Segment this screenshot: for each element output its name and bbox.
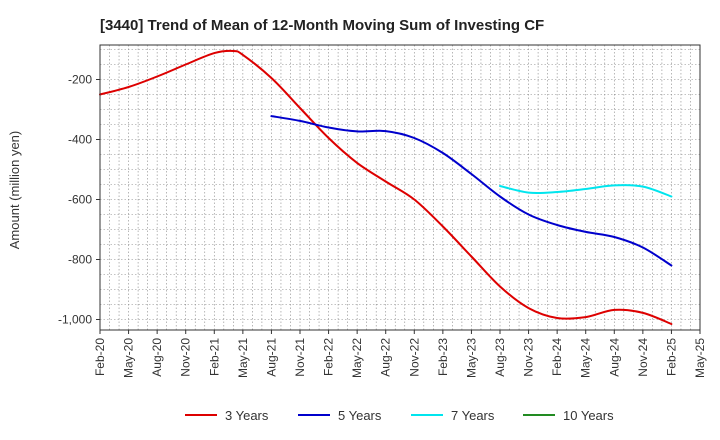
x-tick-label: May-22 xyxy=(350,338,364,378)
x-tick-label: Feb-22 xyxy=(322,338,336,376)
x-tick-label: May-20 xyxy=(122,338,136,378)
x-tick-label: Feb-25 xyxy=(664,338,678,376)
x-tick-label: May-25 xyxy=(693,338,707,378)
series-line-5-years xyxy=(270,115,673,267)
legend-item: 7 Years xyxy=(411,408,495,423)
x-tick-label: Nov-23 xyxy=(522,338,536,377)
legend-item: 10 Years xyxy=(523,408,614,423)
x-tick-label: Aug-23 xyxy=(493,338,507,377)
x-tick-label: Feb-23 xyxy=(436,338,450,376)
y-tick-label: -200 xyxy=(68,73,92,87)
x-tick-label: Aug-24 xyxy=(607,338,621,377)
plot-area xyxy=(99,44,701,331)
x-tick-label: Nov-20 xyxy=(179,338,193,377)
legend-item: 5 Years xyxy=(298,408,382,423)
y-tick-label: -400 xyxy=(68,133,92,147)
y-axis: -200 -400 -600 -800 -1,000 xyxy=(58,73,100,327)
legend: 3 Years 5 Years 7 Years 10 Years xyxy=(185,408,614,423)
legend-label: 10 Years xyxy=(563,408,614,423)
legend-label: 5 Years xyxy=(338,408,382,423)
y-tick-label: -800 xyxy=(68,253,92,267)
x-tick-label: Feb-24 xyxy=(550,338,564,376)
series-line-7-years xyxy=(499,184,673,198)
x-tick-label: Nov-21 xyxy=(293,338,307,377)
x-tick-label: Aug-20 xyxy=(150,338,164,377)
x-axis: Feb-20 May-20 Aug-20 Nov-20 Feb-21 May-21 Aug-… xyxy=(93,330,707,378)
x-tick-label: Nov-24 xyxy=(636,338,650,377)
legend-label: 7 Years xyxy=(451,408,495,423)
y-tick-label: -600 xyxy=(68,193,92,207)
x-tick-label: Feb-21 xyxy=(207,338,221,376)
x-tick-label: Aug-22 xyxy=(379,338,393,377)
x-tick-label: Nov-22 xyxy=(407,338,421,377)
plot-series xyxy=(99,49,673,325)
series-line-3-years xyxy=(99,49,673,325)
legend-item: 3 Years xyxy=(185,408,269,423)
grid xyxy=(99,45,701,330)
x-tick-label: May-24 xyxy=(579,338,593,378)
x-tick-label: May-23 xyxy=(464,338,478,378)
chart-title: [3440] Trend of Mean of 12-Month Moving … xyxy=(100,17,544,34)
x-tick-label: May-21 xyxy=(236,338,250,378)
y-axis-label: Amount (million yen) xyxy=(7,131,22,250)
x-tick-label: Feb-20 xyxy=(93,338,107,376)
x-tick-label: Aug-21 xyxy=(264,338,278,377)
y-tick-label: -1,000 xyxy=(58,313,92,327)
legend-label: 3 Years xyxy=(225,408,269,423)
